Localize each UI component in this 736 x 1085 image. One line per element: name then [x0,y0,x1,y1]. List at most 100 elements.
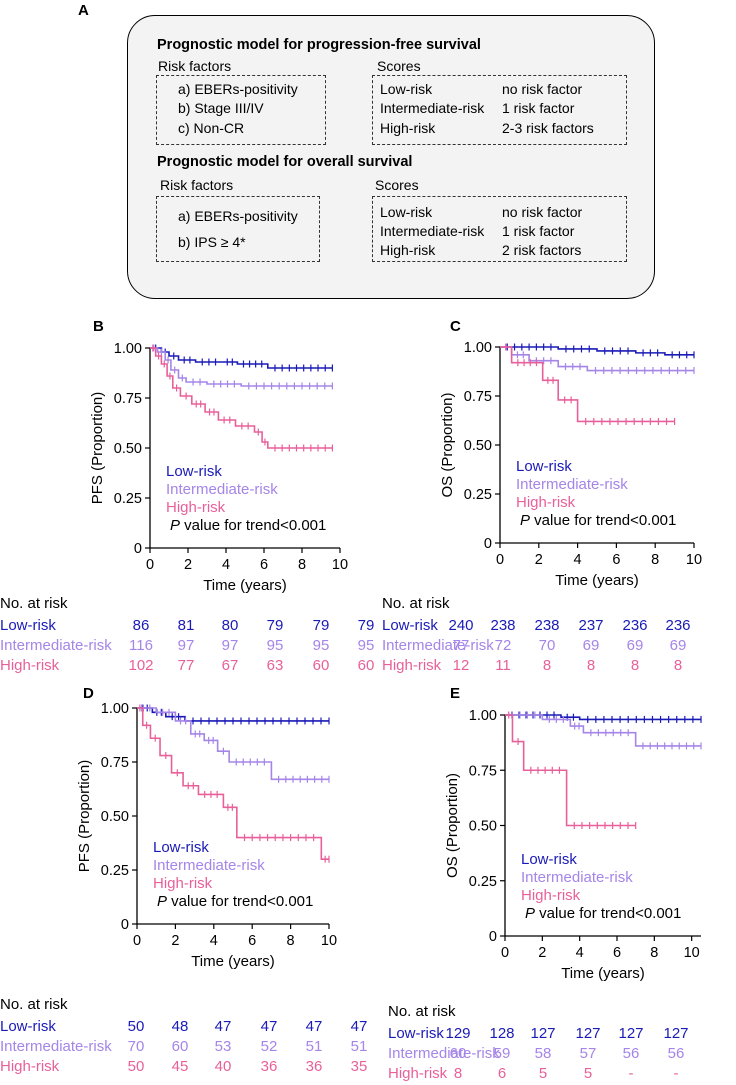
risk-table-header: No. at risk [0,595,68,612]
km-curve-high-risk [150,347,333,449]
pfs-risk-factors-label: Risk factors [158,58,232,74]
risk-count: 36 [260,1058,278,1075]
risk-table-row: Intermediate-risk 116 97 97 95 95 95 [0,637,374,657]
risk-count: 47 [350,1018,368,1035]
risk-count: 60 [171,1038,189,1055]
pfs-model-title: Prognostic model for progression-free su… [157,37,481,53]
y-axis-label: PFS (Proportion) [76,760,93,873]
risk-count: 97 [221,637,239,654]
risk-count: 79 [357,617,375,634]
x-tick-label: 10 [684,945,700,961]
risk-table-row: Intermediate-risk 70 60 53 52 51 51 [0,1038,367,1058]
risk-count: 5 [583,1065,593,1082]
risk-count: 97 [177,637,195,654]
y-tick-label: 0 [134,541,142,557]
risk-count: 8 [586,657,596,674]
km-curve-intermediate-risk [150,347,333,387]
x-tick-label: 0 [146,557,154,573]
x-tick-label: 10 [686,552,702,568]
risk-count: 127 [663,1025,689,1042]
risk-count: 6 [497,1065,507,1082]
panel-b-letter: B [93,318,104,335]
risk-count: 8 [453,1065,463,1082]
os-score-group: Intermediate-risk [380,223,485,239]
p-value-annotation: P value for trend<0.001 [520,512,676,529]
risk-count: 69 [669,637,687,654]
risk-count: 57 [579,1045,597,1062]
legend-entry: Low-risk [516,458,572,475]
legend-entry: Intermediate-risk [166,481,278,498]
x-tick-label: 0 [501,945,509,961]
risk-table-row: Low-risk 240 238 238 237 236 236 [382,617,736,637]
chart-panel-e: 0 0.25 0.50 0.75 1.00 0 2 4 6 8 10 Time (years) OS (… [444,708,702,982]
legend-entry: High-risk [521,887,581,904]
km-curve-low-risk [150,347,333,369]
risk-count: - [628,1065,634,1082]
panel-a-letter: A [78,2,89,19]
os-scores-box [372,196,627,262]
legend-entry: Intermediate-risk [521,869,633,886]
risk-table-row: Low-risk 50 48 47 47 47 47 [0,1018,367,1038]
y-axis-label: OS (Proportion) [444,773,461,878]
risk-count: 81 [177,617,195,634]
y-tick-label: 0.50 [114,441,142,457]
risk-count: 63 [266,657,284,674]
risk-row-label: Intermediate-risk [0,1038,112,1055]
risk-count: 70 [538,637,556,654]
risk-table-row: High-risk 8 6 5 5 - - [388,1065,736,1085]
x-tick-label: 2 [535,552,543,568]
os-risk-factors-label: Risk factors [160,177,234,193]
y-tick-label: 0.25 [114,491,142,507]
p-value-annotation: P value for trend<0.001 [157,893,313,910]
risk-count: 95 [266,637,284,654]
x-axis-label: Time (years) [191,953,275,970]
risk-count: 240 [448,617,474,634]
risk-row-label: Low-risk [0,1018,56,1035]
risk-count: 70 [127,1038,145,1055]
legend-entry: High-risk [153,875,213,892]
risk-count: 52 [260,1038,278,1055]
y-tick-label: 1.00 [469,708,497,724]
risk-count: 67 [221,657,239,674]
x-tick-label: 4 [576,945,584,961]
risk-count: 236 [665,617,691,634]
x-tick-label: 8 [287,933,295,949]
y-tick-label: 0.50 [464,438,492,454]
km-curve-high-risk [500,346,675,423]
legend-entry: Intermediate-risk [516,476,628,493]
risk-count: 11 [495,657,511,674]
y-tick-label: 0.25 [464,487,492,503]
risk-table-header: No. at risk [388,1003,456,1020]
risk-count: 47 [305,1018,323,1035]
y-tick-label: 0.75 [464,389,492,405]
pfs-scores-label: Scores [377,58,421,74]
risk-count: 50 [127,1018,145,1035]
risk-row-label: High-risk [0,1058,60,1075]
y-tick-label: 0.50 [469,819,497,835]
km-curve-low-risk [500,346,694,356]
risk-count: 56 [622,1045,640,1062]
x-tick-label: 2 [538,945,546,961]
risk-count: 8 [673,657,683,674]
risk-count: 51 [350,1038,368,1055]
pfs-score-group: Low-risk [380,81,433,97]
risk-count: 129 [445,1025,471,1042]
risk-count: 8 [542,657,552,674]
legend-entry: High-risk [166,499,226,516]
risk-count: 69 [582,637,600,654]
legend-entry: High-risk [516,494,576,511]
risk-count: 60 [449,1045,467,1062]
risk-count: 8 [630,657,640,674]
x-tick-label: 10 [332,557,348,573]
os-score-value: 1 risk factor [502,223,575,239]
pfs-score-group: Intermediate-risk [380,100,485,116]
y-tick-label: 0.75 [114,391,142,407]
risk-row-label: High-risk [0,657,60,674]
risk-count: 50 [127,1058,145,1075]
x-tick-label: 2 [184,557,192,573]
risk-row-label: Low-risk [0,617,56,634]
risk-count: 95 [357,637,375,654]
legend-entry: Intermediate-risk [153,857,265,874]
y-tick-label: 0.75 [101,755,129,771]
risk-count: 79 [312,617,330,634]
